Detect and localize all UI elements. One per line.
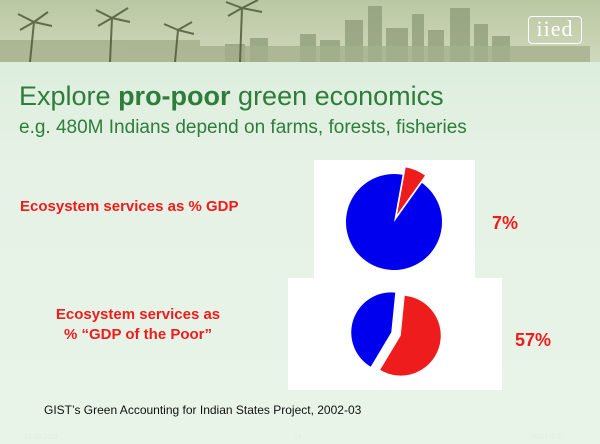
palm-tree-graphic	[17, 0, 263, 62]
pie-1-label: Ecosystem services as % GDP	[20, 198, 239, 215]
pie2-slice-ecosystem-services	[380, 295, 441, 376]
pie-chart-1	[346, 167, 442, 270]
city-skyline-graphic	[0, 0, 590, 62]
footer-page-number: 14	[294, 434, 302, 441]
slide-subtitle: e.g. 480M Indians depend on farms, fores…	[19, 117, 467, 138]
footer-date: 24.02.2011	[24, 434, 59, 441]
pie-2-label: Ecosystem services as % “GDP of the Poor…	[22, 305, 254, 345]
header-banner: iied	[0, 0, 600, 62]
iied-logo: iied	[528, 16, 582, 44]
pie1-slice-ecosystem-services	[397, 167, 425, 215]
footer-right: IIED | STD	[530, 434, 564, 441]
pie2-slice-other	[351, 292, 396, 367]
slide-title: Explore pro-poor green economics	[19, 81, 444, 111]
pie-1-value-label: 7%	[492, 213, 519, 233]
source-citation: GIST’s Green Accounting for Indian State…	[44, 403, 362, 417]
pie-2-value-label: 57%	[515, 330, 552, 350]
pie-2-label-line-1: Ecosystem services as	[55, 306, 221, 323]
pie-chart-2-box	[288, 278, 502, 390]
pie-2-label-line-2: % “GDP of the Poor”	[63, 326, 213, 343]
pie1-slice-other	[346, 174, 442, 270]
pie-chart-2	[351, 292, 441, 376]
pie-chart-1-box	[314, 160, 475, 279]
